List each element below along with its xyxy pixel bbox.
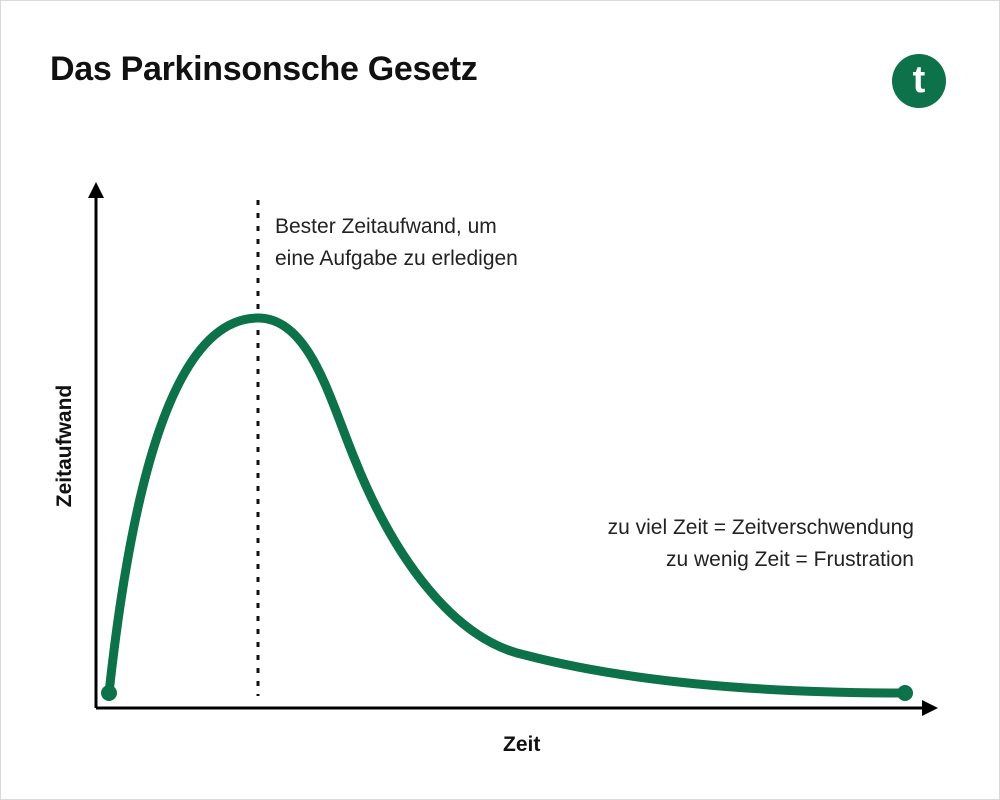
tradeoff-annotation-line-1: zu viel Zeit = Zeitverschwendung (607, 516, 914, 539)
curve-start-point (101, 685, 117, 701)
brand-logo: t (892, 54, 946, 108)
x-axis-arrow-icon (922, 700, 938, 716)
optimum-annotation-line-1: Bester Zeitaufwand, um (275, 215, 497, 238)
y-axis-arrow-icon (88, 182, 104, 198)
page-title: Das Parkinsonsche Gesetz (50, 50, 478, 88)
optimum-annotation: Bester Zeitaufwand, um eine Aufgabe zu e… (275, 211, 518, 275)
curve-end-point (897, 685, 913, 701)
tradeoff-annotation-line-2: zu wenig Zeit = Frustration (665, 548, 914, 571)
x-axis-label: Zeit (503, 733, 541, 756)
tradeoff-annotation: zu viel Zeit = Zeitverschwendung zu weni… (608, 512, 914, 576)
optimum-annotation-line-2: eine Aufgabe zu erledigen (275, 247, 518, 270)
y-axis-label: Zeitaufwand (53, 384, 76, 508)
logo-letter: t (912, 59, 926, 101)
effort-curve (104, 313, 910, 698)
